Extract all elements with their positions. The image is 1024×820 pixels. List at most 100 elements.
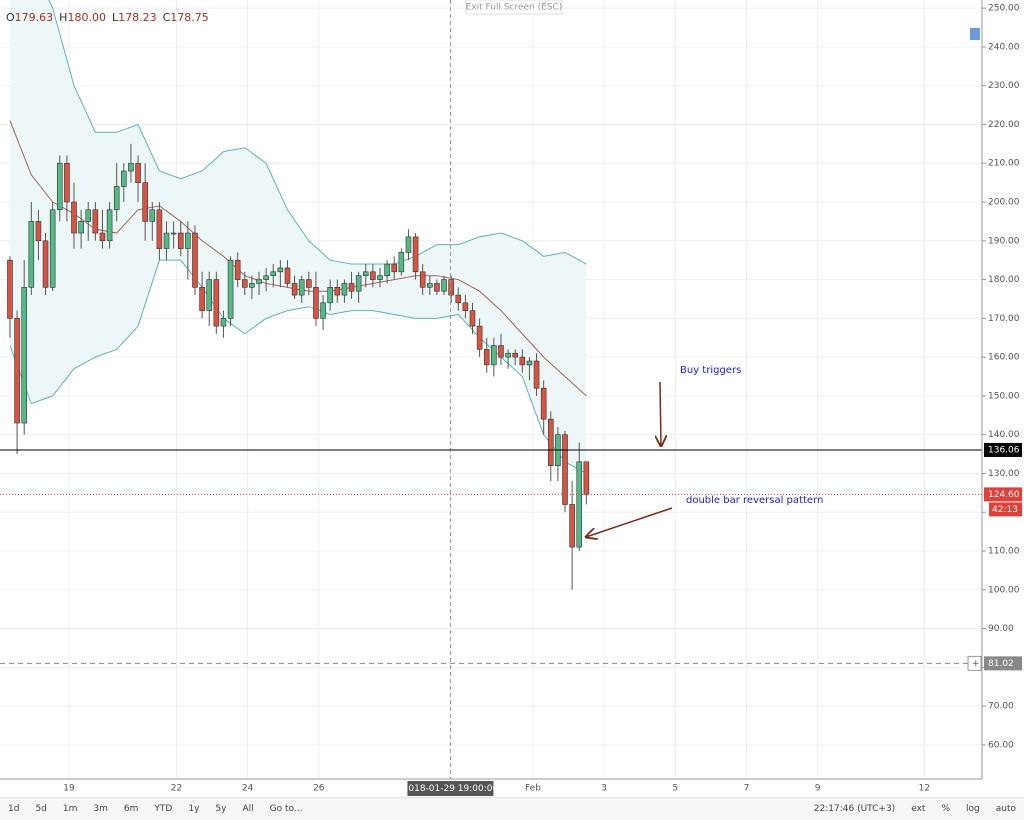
ohlc-key: C [163, 11, 171, 24]
candle-body [49, 209, 56, 288]
candle-body [377, 275, 383, 280]
candle-body [526, 360, 533, 366]
candle-body [370, 271, 376, 280]
candle-body [469, 310, 476, 327]
price-label: 81.02 [988, 659, 1014, 669]
option-button[interactable]: auto [995, 804, 1016, 814]
range-button[interactable]: 6m [123, 804, 139, 814]
candle-body [270, 271, 277, 276]
candle-body [405, 236, 412, 253]
candle-body [391, 263, 398, 273]
candle-body [234, 259, 241, 280]
option-button[interactable]: log [966, 804, 980, 814]
y-tick-label: 250.00 [988, 4, 1020, 14]
candle-body [476, 325, 483, 350]
x-tick-label: 12 [919, 784, 930, 794]
candle-body [241, 279, 248, 288]
x-tick-label: 22 [171, 784, 182, 794]
countdown-bg [989, 502, 1022, 517]
candle-body [348, 283, 355, 292]
exit-fullscreen-button[interactable] [465, 0, 563, 15]
candle-body [249, 283, 255, 288]
candle-body [21, 287, 27, 424]
y-tick-label: 200.00 [988, 198, 1020, 208]
add-button [967, 655, 982, 671]
candle-body [505, 352, 511, 358]
x-tick-label: 7 [744, 784, 750, 794]
candle-body [35, 221, 42, 242]
scale-icon[interactable] [970, 28, 980, 40]
candle-body [7, 259, 13, 319]
x-tick-label: 19 [63, 784, 75, 794]
y-tick-label: 240.00 [988, 42, 1020, 52]
candle-body [263, 275, 269, 280]
range-button[interactable]: 1y [188, 804, 200, 814]
candle-body [355, 275, 362, 292]
x-tick-label: 26 [313, 784, 325, 794]
candle-body [192, 232, 198, 288]
candle-body [149, 209, 156, 222]
band-line [9, 259, 587, 474]
x-tick-label: 24 [242, 784, 254, 794]
range-button[interactable]: 1d [8, 804, 20, 814]
candle-body [540, 387, 547, 420]
range-button[interactable]: All [242, 804, 254, 814]
goto-button[interactable]: Go to... [269, 804, 303, 814]
y-tick-label: 190.00 [988, 236, 1020, 246]
crosshair-label-bg [407, 781, 494, 796]
candle-body [14, 318, 20, 424]
candle-body [583, 461, 590, 495]
candle-body [519, 356, 526, 366]
candle-body [71, 201, 77, 234]
y-tick-label: 180.00 [988, 275, 1020, 285]
candle-body [562, 434, 568, 505]
candle-body [220, 318, 227, 327]
candle-body [533, 360, 540, 389]
candle-body [547, 418, 554, 466]
candle-body [576, 461, 583, 548]
candle-body [441, 279, 447, 292]
candle-body [78, 221, 84, 234]
candle-body [85, 209, 92, 222]
candle-body [277, 267, 284, 273]
candle-body [434, 283, 440, 292]
option-button[interactable]: ext [911, 804, 926, 814]
option-button[interactable]: % [941, 804, 950, 814]
candle-body [284, 267, 291, 284]
candle-body [569, 504, 575, 548]
ohlc-value: 178.75 [170, 11, 209, 24]
band-middle [9, 120, 587, 397]
candle-body [113, 186, 120, 211]
candle-body [56, 162, 63, 211]
candle-body [362, 271, 369, 276]
x-tick-label: Feb [525, 784, 541, 794]
ohlc-key: L [112, 11, 119, 24]
price-label: 124.60 [988, 490, 1020, 500]
candle-body [455, 294, 462, 304]
candle-body [462, 302, 469, 311]
range-button[interactable]: YTD [154, 804, 173, 814]
x-tick-label: 5 [672, 784, 678, 794]
exit-fullscreen-label[interactable]: Exit Full Screen (ESC) [466, 3, 563, 13]
range-button[interactable]: 1m [62, 804, 78, 814]
x-tick-label: 9 [815, 784, 821, 794]
price-label: 136.06 [988, 445, 1020, 455]
range-button[interactable]: 5d [35, 804, 47, 814]
crosshair-label: 2018-01-29 19:00:00 [403, 784, 499, 794]
range-button[interactable]: 3m [93, 804, 108, 814]
candle-body [92, 209, 99, 234]
range-button[interactable]: 5y [215, 804, 227, 814]
y-tick-label: 110.00 [988, 547, 1020, 557]
candle-body [341, 283, 348, 296]
add-icon[interactable]: + [972, 659, 980, 669]
annotation: double bar reversal pattern [686, 495, 823, 506]
candle-body [213, 279, 220, 327]
y-tick-label: 130.00 [988, 469, 1020, 479]
annotation: Buy triggers [680, 365, 741, 376]
ohlc-key: O [6, 11, 15, 24]
candle-body [128, 162, 134, 172]
candle-body [498, 345, 504, 358]
candle-body [106, 209, 113, 242]
candle-body [448, 279, 454, 296]
ohlc-value: 179.63 [15, 11, 54, 24]
